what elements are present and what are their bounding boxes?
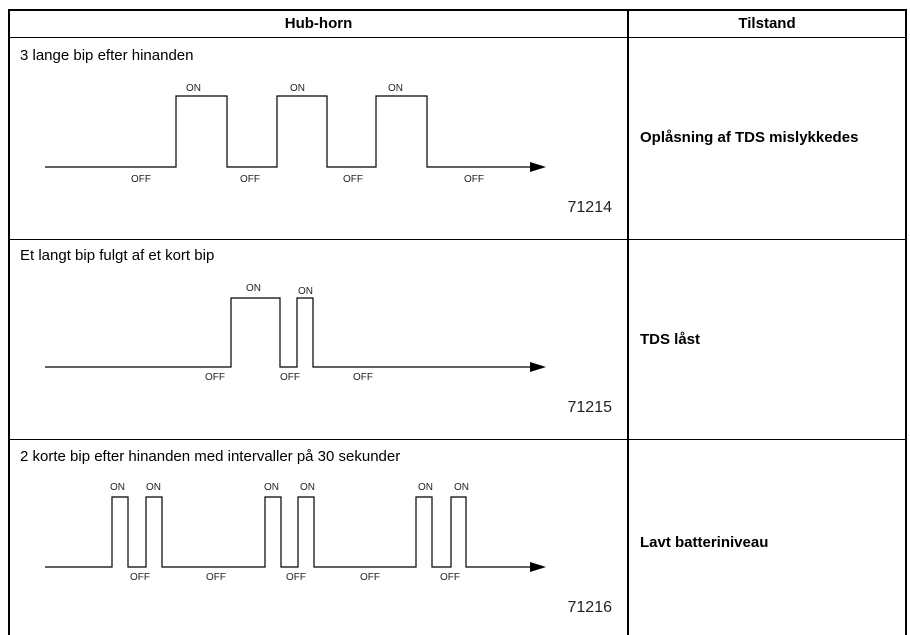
on-label: ON bbox=[454, 482, 469, 493]
row-1-signal-waveform bbox=[45, 95, 530, 168]
row-3-figure-code: 71216 bbox=[567, 599, 613, 616]
table-right-border bbox=[905, 9, 907, 635]
column-divider bbox=[627, 9, 629, 635]
header-tilstand: Tilstand bbox=[738, 15, 796, 32]
off-label: OFF bbox=[240, 174, 260, 185]
off-label: OFF bbox=[440, 572, 460, 583]
on-label: ON bbox=[146, 482, 161, 493]
on-label: ON bbox=[290, 83, 305, 94]
row-1-arrowhead bbox=[530, 162, 546, 172]
row-3-description: 2 korte bip efter hinanden med intervall… bbox=[20, 448, 401, 465]
on-label: ON bbox=[300, 482, 315, 493]
row-2-figure-code: 71215 bbox=[567, 399, 613, 416]
row-3-signal-waveform bbox=[45, 496, 530, 568]
row-3-arrowhead bbox=[530, 562, 546, 572]
row-2-arrowhead bbox=[530, 362, 546, 372]
off-label: OFF bbox=[353, 372, 373, 383]
off-label: OFF bbox=[131, 174, 151, 185]
header-hub-horn: Hub-horn bbox=[284, 15, 353, 32]
off-label: OFF bbox=[360, 572, 380, 583]
off-label: OFF bbox=[343, 174, 363, 185]
off-label: OFF bbox=[286, 572, 306, 583]
on-label: ON bbox=[418, 482, 433, 493]
row-3-state: Lavt batteriniveau bbox=[640, 534, 769, 551]
row-1-figure-code: 71214 bbox=[567, 199, 613, 216]
row-1-description: 3 lange bip efter hinanden bbox=[20, 47, 194, 64]
on-label: ON bbox=[186, 83, 201, 94]
off-label: OFF bbox=[130, 572, 150, 583]
row-2-signal-waveform bbox=[45, 297, 530, 368]
table-left-border bbox=[8, 9, 10, 635]
row-1-state: Oplåsning af TDS mislykkedes bbox=[640, 129, 859, 146]
header-divider bbox=[8, 37, 907, 38]
table-top-border bbox=[8, 9, 907, 11]
on-label: ON bbox=[388, 83, 403, 94]
on-label: ON bbox=[264, 482, 279, 493]
row-2-state: TDS låst bbox=[640, 331, 701, 348]
off-label: OFF bbox=[280, 372, 300, 383]
on-label: ON bbox=[298, 286, 313, 297]
row-divider-2 bbox=[8, 439, 907, 440]
off-label: OFF bbox=[205, 372, 225, 383]
on-label: ON bbox=[246, 283, 261, 294]
off-label: OFF bbox=[206, 572, 226, 583]
off-label: OFF bbox=[464, 174, 484, 185]
row-2-description: Et langt bip fulgt af et kort bip bbox=[20, 247, 215, 264]
row-divider-1 bbox=[8, 239, 907, 240]
on-label: ON bbox=[110, 482, 125, 493]
